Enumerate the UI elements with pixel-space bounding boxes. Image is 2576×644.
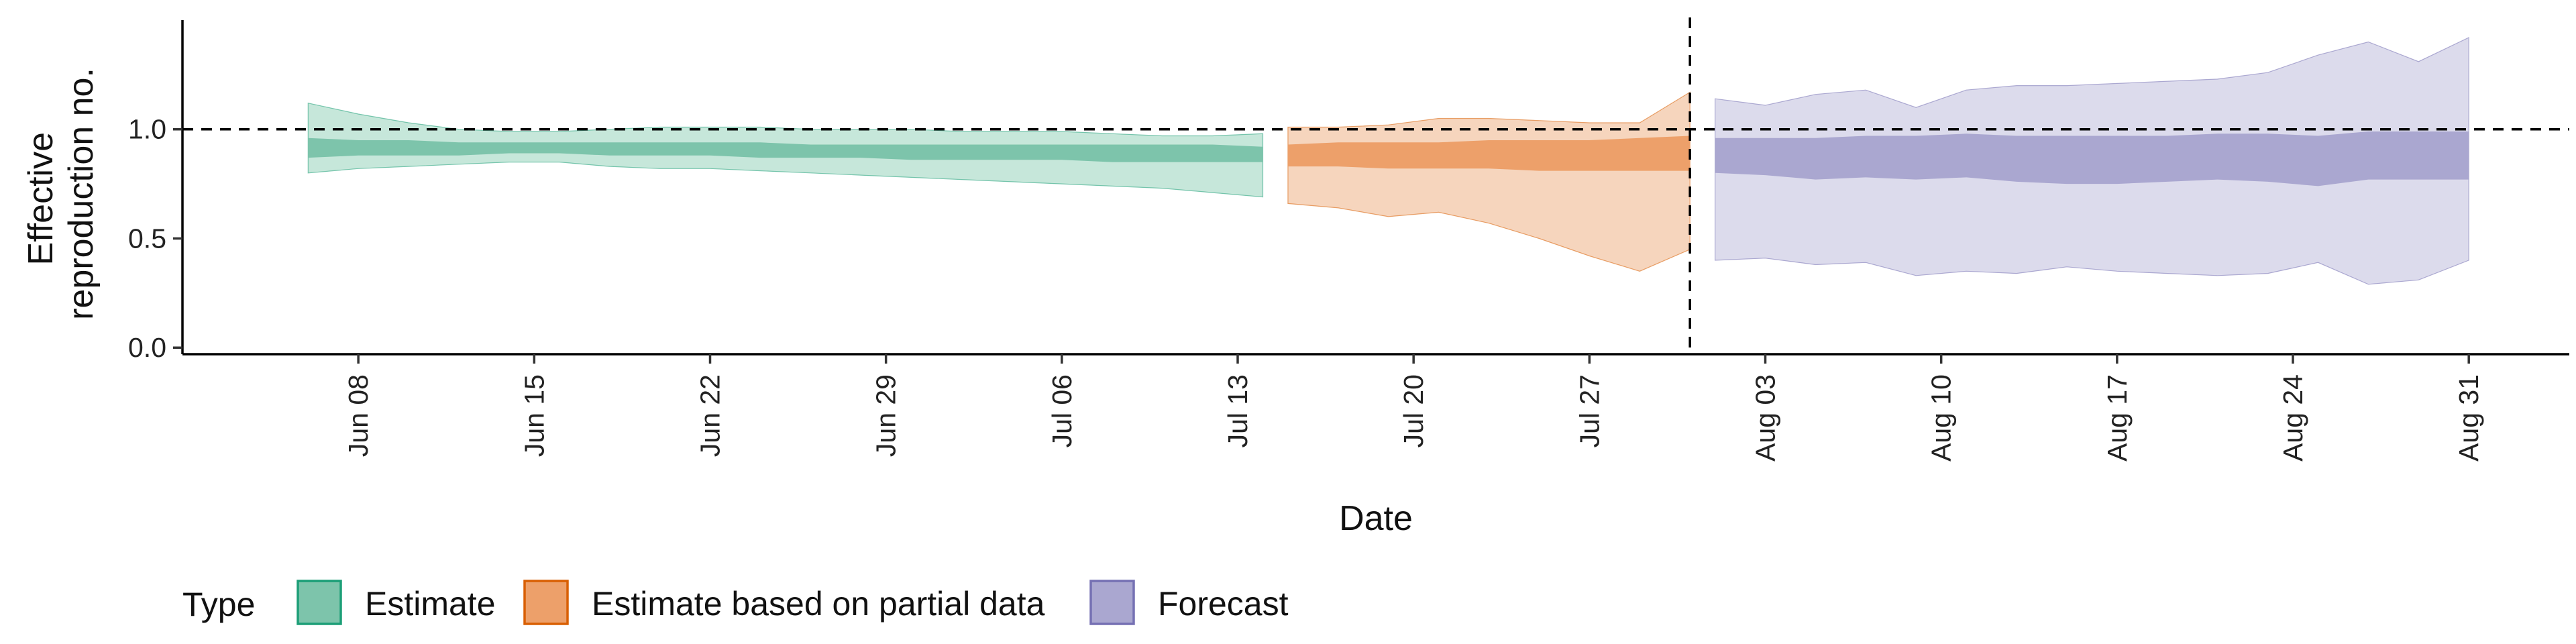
x-tick-label-4: Jul 06 <box>1046 374 1077 447</box>
y-axis-ticks: 0.0 0.5 1.0 <box>128 114 182 363</box>
x-tick-label-1: Jun 15 <box>519 374 549 457</box>
x-axis-title: Date <box>1339 499 1413 538</box>
axes: 0.0 0.5 1.0 Jun 08 Jun 15 Jun 22 Jun 29 Jul 06… <box>128 20 2569 462</box>
band-50-0 <box>308 138 1263 162</box>
band-50-1 <box>1287 136 1690 171</box>
x-tick-label-3: Jun 29 <box>871 374 902 457</box>
x-tick-label-10: Aug 17 <box>2102 374 2133 462</box>
band-50-2 <box>1715 131 2469 186</box>
legend-swatch-2 <box>1089 580 1135 625</box>
x-tick-label-5: Jul 13 <box>1222 374 1253 447</box>
x-tick-label-6: Jul 20 <box>1398 374 1429 447</box>
legend-swatch-1 <box>523 580 569 625</box>
legend-label-0: Estimate <box>365 585 496 623</box>
legend-title: Type <box>182 586 255 623</box>
series-0 <box>307 102 1264 198</box>
legend-swatch-0 <box>297 580 342 625</box>
series-2 <box>1715 37 2469 285</box>
x-tick-label-8: Aug 03 <box>1750 374 1781 462</box>
y-axis-title-line-2: reproduction no. <box>62 68 101 320</box>
y-axis-title: Effective reproduction no. <box>21 68 101 320</box>
x-tick-label-0: Jun 08 <box>343 374 374 457</box>
x-axis-ticks: Jun 08 Jun 15 Jun 22 Jun 29 Jul 06 Jul 13 Jul … <box>343 354 2484 462</box>
y-axis-title-line-1: Effective <box>21 132 60 265</box>
legend: Type Estimate Estimate based on partial d… <box>182 580 1289 625</box>
legend-entries: Estimate Estimate based on partial data Fo… <box>297 580 1289 625</box>
series-bands <box>307 37 2469 285</box>
x-tick-label-9: Aug 10 <box>1926 374 1957 462</box>
series-1 <box>1287 91 1690 272</box>
legend-label-1: Estimate based on partial data <box>592 585 1045 623</box>
legend-label-2: Forecast <box>1158 585 1289 623</box>
x-tick-label-2: Jun 22 <box>695 374 726 457</box>
y-tick-label-2: 1.0 <box>128 114 166 145</box>
y-tick-label-0: 0.0 <box>128 332 166 363</box>
x-tick-label-11: Aug 24 <box>2277 374 2308 462</box>
x-tick-label-7: Jul 27 <box>1574 374 1605 447</box>
y-tick-label-1: 0.5 <box>128 223 166 254</box>
reference-lines <box>182 17 2569 354</box>
x-tick-label-12: Aug 31 <box>2453 374 2484 462</box>
band-90-1 <box>1287 91 1690 272</box>
